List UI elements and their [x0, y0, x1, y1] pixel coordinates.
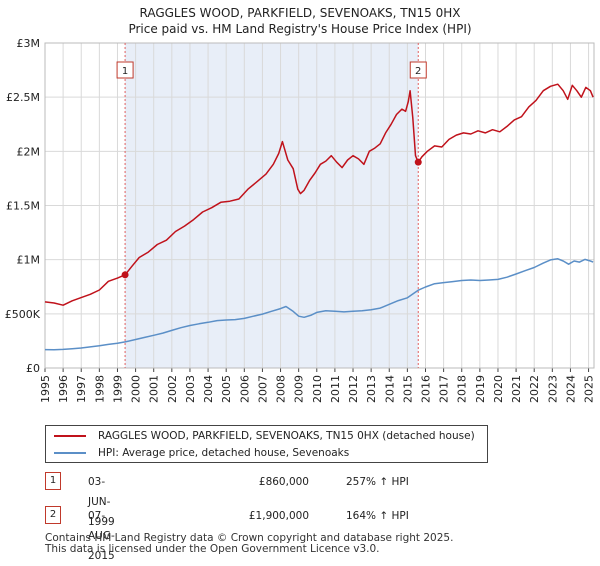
- x-tick-label: 2001: [148, 375, 161, 403]
- x-tick-label: 2024: [564, 375, 577, 403]
- x-tick-label: 2017: [438, 375, 451, 403]
- x-tick-label: 2023: [546, 375, 559, 403]
- x-tick-label: 1996: [57, 375, 70, 403]
- x-tick-label: 2008: [275, 375, 288, 403]
- x-tick-label: 2019: [474, 375, 487, 403]
- y-tick-label: £2M: [17, 145, 41, 158]
- plot-frame: [44, 42, 595, 369]
- x-tick-label: 1998: [93, 375, 106, 403]
- x-tick-label: 1995: [39, 375, 52, 403]
- sale-date-2: 07-AUG-2015: [88, 510, 115, 562]
- sale-point: [121, 271, 129, 279]
- legend-swatch-hpi: [54, 452, 86, 454]
- legend-label-price: RAGGLES WOOD, PARKFIELD, SEVENOAKS, TN15…: [98, 430, 475, 442]
- x-tick-label: 2002: [166, 375, 179, 403]
- sale-point: [414, 158, 422, 166]
- x-tick-label: 2007: [256, 375, 269, 403]
- x-tick-label: 2010: [311, 375, 324, 403]
- x-tick-label: 2022: [528, 375, 541, 403]
- x-tick-label: 2014: [383, 375, 396, 403]
- sale-label-box: [116, 61, 134, 79]
- sale-date-1: 03-JUN-1999: [88, 476, 115, 528]
- x-tick-label: 2000: [130, 375, 143, 403]
- sale-label-number: 1: [122, 66, 128, 77]
- footer-licence: This data is licensed under the Open Gov…: [45, 543, 380, 555]
- x-tick-label: 2018: [456, 375, 469, 403]
- sale-hpi-2: 164% ↑ HPI: [346, 510, 409, 522]
- x-tick-label: 2016: [419, 375, 432, 403]
- price-paid-line: [44, 83, 594, 306]
- sale-label-number: 2: [415, 66, 421, 77]
- x-tick-label: 2012: [347, 375, 360, 403]
- y-tick-label: £0: [26, 362, 40, 375]
- x-tick-label: 2003: [184, 375, 197, 403]
- x-tick-label: 2011: [329, 375, 342, 403]
- x-tick-label: 2009: [293, 375, 306, 403]
- sale-price-2: £1,900,000: [248, 510, 309, 522]
- x-tick-label: 1999: [111, 375, 124, 403]
- sale-marker-box-2: 2: [45, 506, 61, 524]
- x-tick-label: 2020: [492, 375, 505, 403]
- legend-swatch-price: [54, 435, 86, 437]
- price-chart: £0 £500K £1M £1.5M £2M £2.5M £3M 1995 1996 1997 19…: [5, 37, 596, 403]
- x-tick-label: 2005: [220, 375, 233, 403]
- footer-copyright: Contains HM Land Registry data © Crown c…: [45, 532, 454, 544]
- legend-item-price: RAGGLES WOOD, PARKFIELD, SEVENOAKS, TN15…: [54, 428, 475, 444]
- x-tick-label: 2006: [238, 375, 251, 403]
- x-tick-label: 2013: [365, 375, 378, 403]
- legend: RAGGLES WOOD, PARKFIELD, SEVENOAKS, TN15…: [45, 425, 488, 463]
- y-tick-label: £3M: [17, 37, 41, 50]
- x-tick-label: 2015: [401, 375, 414, 403]
- legend-item-hpi: HPI: Average price, detached house, Seve…: [54, 445, 349, 461]
- sale-hpi-1: 257% ↑ HPI: [346, 476, 409, 488]
- legend-label-hpi: HPI: Average price, detached house, Seve…: [98, 447, 350, 459]
- x-tick-label: 1997: [75, 375, 88, 403]
- x-tick-label: 2004: [202, 375, 215, 403]
- hpi-line: [44, 258, 594, 351]
- y-tick-label: £1.5M: [6, 200, 40, 213]
- y-tick-label: £500K: [5, 308, 41, 321]
- sale-marker-box-1: 1: [45, 472, 61, 490]
- y-tick-label: £2.5M: [6, 91, 40, 104]
- sale-label-box: [409, 61, 427, 79]
- sale-price-1: £860,000: [258, 476, 309, 488]
- chart-title: RAGGLES WOOD, PARKFIELD, SEVENOAKS, TN15…: [139, 6, 461, 20]
- x-tick-label: 2021: [510, 375, 523, 403]
- chart-subtitle: Price paid vs. HM Land Registry's House …: [128, 22, 472, 36]
- y-tick-label: £1M: [17, 254, 41, 267]
- x-tick-label: 2025: [583, 375, 596, 403]
